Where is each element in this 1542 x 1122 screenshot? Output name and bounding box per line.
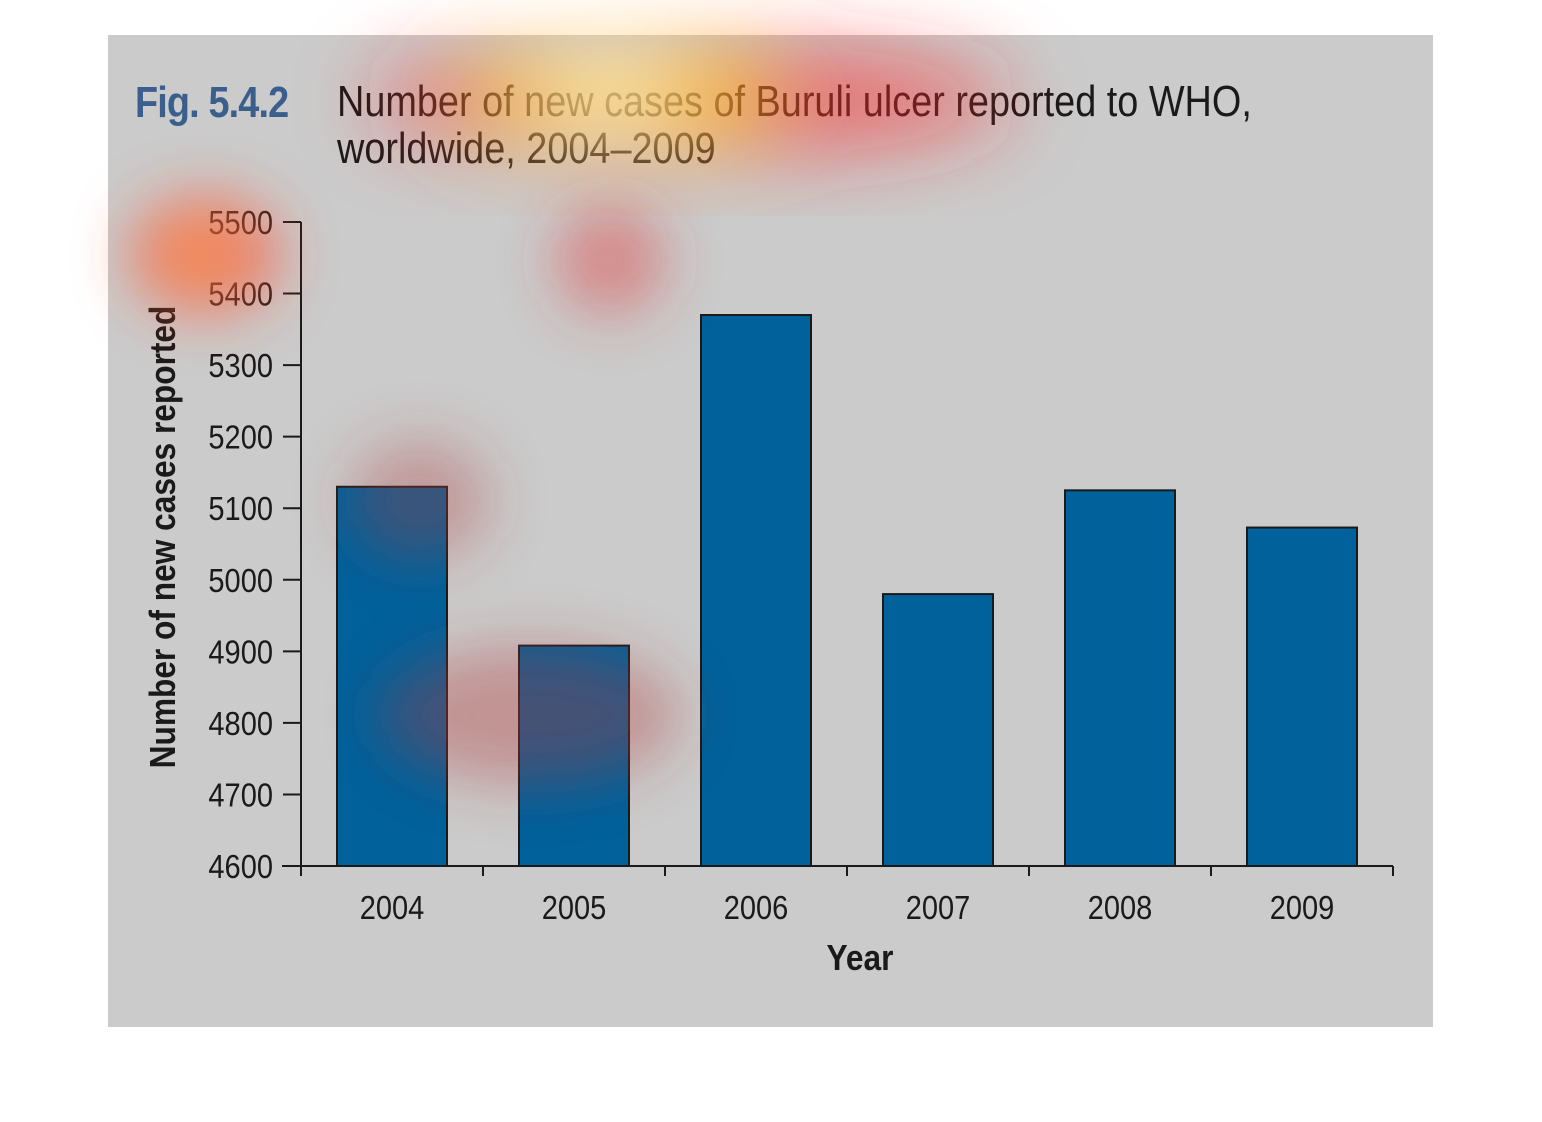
x-tick-label-2007: 2007 (906, 889, 971, 926)
x-tick-label-2005: 2005 (542, 889, 607, 926)
x-tick-label-2008: 2008 (1088, 889, 1153, 926)
y-tick-label-5100: 5100 (208, 490, 273, 527)
bar-2007 (882, 593, 994, 867)
y-tick-label-5000: 5000 (208, 562, 273, 599)
bar-2008 (1064, 489, 1176, 867)
bars-group (336, 314, 1358, 867)
y-tick-label-5200: 5200 (208, 419, 273, 456)
x-axis: 2004 2005 2006 2007 2008 2009 (282, 865, 1394, 926)
y-tick-label-5300: 5300 (208, 347, 273, 384)
y-tick-label-4700: 4700 (208, 777, 273, 814)
x-axis-label: Year (827, 938, 894, 978)
x-tick-label-2006: 2006 (724, 889, 789, 926)
bar-2004 (336, 485, 448, 867)
bar-2006 (700, 314, 812, 867)
figure-label: Fig. 5.4.2 (135, 78, 289, 127)
bar-2005 (518, 644, 630, 867)
x-tick-label-2009: 2009 (1270, 889, 1335, 926)
y-tick-label-4800: 4800 (208, 705, 273, 742)
y-axis-label: Number of new cases reported (143, 306, 183, 769)
y-tick-label-4900: 4900 (208, 634, 273, 671)
y-tick-label-4600: 4600 (208, 848, 273, 885)
y-axis: 4600 4700 4800 4900 5000 5100 5200 5300 5400 5500 (208, 204, 302, 885)
y-tick-label-5500: 5500 (208, 204, 273, 241)
x-tick-label-2004: 2004 (360, 889, 425, 926)
y-tick-label-5400: 5400 (208, 276, 273, 313)
bar-2009 (1246, 526, 1358, 867)
